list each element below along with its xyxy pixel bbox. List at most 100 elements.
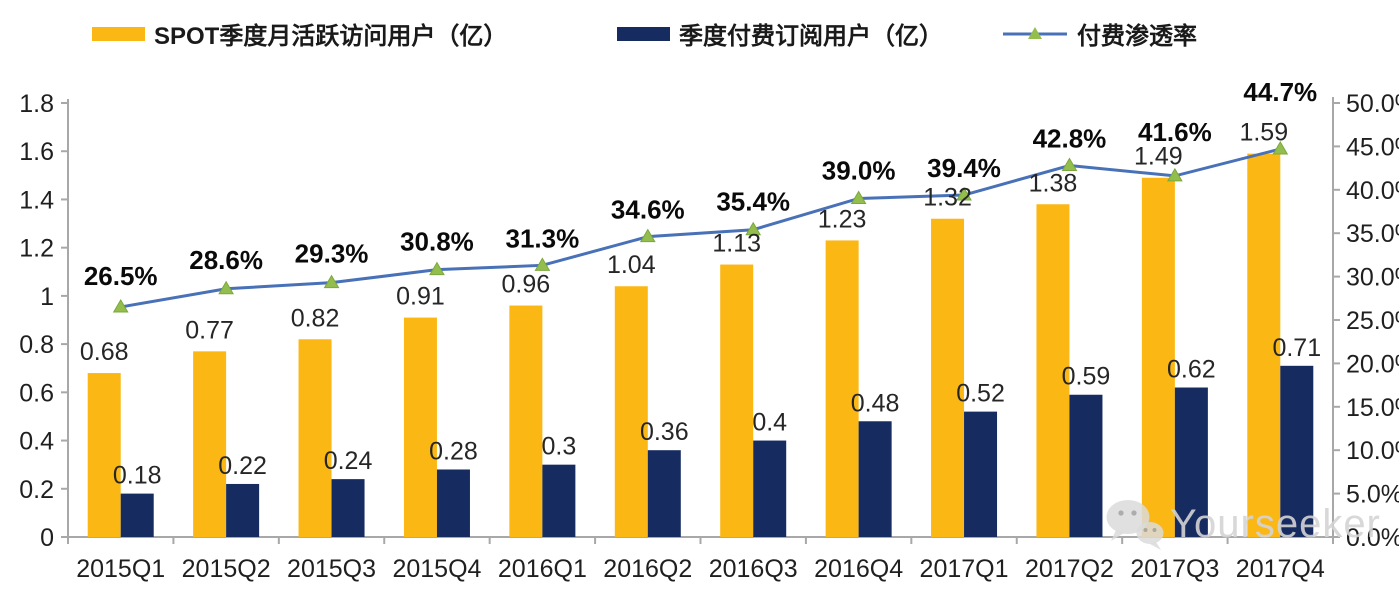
right-axis-tick-label: 0.0% xyxy=(1346,524,1399,552)
subscribers-bar-label: 0.36 xyxy=(640,418,689,446)
right-axis-tick-label: 50.0% xyxy=(1346,90,1399,118)
right-axis-tick-label: 20.0% xyxy=(1346,350,1399,378)
subscribers-bar xyxy=(858,421,892,537)
mau-bar xyxy=(1141,177,1175,537)
triangle-marker-icon xyxy=(1061,157,1078,171)
triangle-marker-icon xyxy=(850,190,867,204)
penetration-point-label: 30.8% xyxy=(400,227,474,257)
mau-bar xyxy=(509,305,543,537)
legend-label-subscribers: 季度付费订阅用户（亿） xyxy=(679,23,943,50)
subscribers-bar-swatch-icon xyxy=(617,26,670,41)
left-axis-tick-label: 1.6 xyxy=(19,138,54,166)
mau-bar-label: 1.49 xyxy=(1134,143,1183,171)
penetration-point-label: 31.3% xyxy=(506,223,580,253)
penetration-point-label: 44.7% xyxy=(1243,77,1317,107)
right-axis-tick-label: 15.0% xyxy=(1346,394,1399,422)
subscribers-bar-label: 0.28 xyxy=(429,437,478,465)
subscribers-bar xyxy=(964,411,998,537)
penetration-point-label: 28.6% xyxy=(189,245,263,275)
triangle-marker-icon xyxy=(323,274,340,289)
x-axis-category-label: 2016Q1 xyxy=(498,555,587,583)
subscribers-bar xyxy=(226,483,260,537)
subscribers-bar-label: 0.4 xyxy=(752,409,787,437)
left-axis-tick-label: 0.4 xyxy=(19,428,54,456)
mau-bar xyxy=(1247,153,1281,537)
subscribers-bar-label: 0.62 xyxy=(1167,356,1216,384)
triangle-marker-icon xyxy=(112,298,129,313)
penetration-point-label: 39.4% xyxy=(927,153,1001,183)
mau-bar-label: 1.32 xyxy=(923,184,972,212)
mau-bar-label: 0.68 xyxy=(80,338,129,366)
penetration-line xyxy=(120,147,1281,309)
mau-bar xyxy=(1036,204,1070,537)
mau-bar-label: 0.91 xyxy=(396,283,445,311)
right-axis-tick-label: 25.0% xyxy=(1346,307,1399,335)
mau-bar-label: 0.96 xyxy=(502,271,551,299)
triangle-marker-icon xyxy=(218,280,234,295)
subscribers-bar xyxy=(542,464,576,537)
legend-label-penetration: 付费渗透率 xyxy=(1077,23,1197,50)
line-marker-swatch-icon xyxy=(1002,25,1068,43)
mau-bar-label: 1.04 xyxy=(607,251,656,279)
subscribers-bar-label: 0.3 xyxy=(541,433,576,461)
subscribers-bar-label: 0.18 xyxy=(113,462,162,490)
left-axis-tick-label: 1 xyxy=(40,283,54,311)
subscribers-bar xyxy=(1280,365,1314,537)
subscribers-bar xyxy=(1069,394,1103,537)
penetration-point-label: 35.4% xyxy=(716,187,790,217)
triangle-marker-icon xyxy=(956,187,972,201)
subscribers-bar-label: 0.52 xyxy=(956,380,1005,408)
x-axis-category-label: 2017Q1 xyxy=(920,555,1009,583)
penetration-point-label: 26.5% xyxy=(84,261,158,291)
left-axis-tick-label: 1.4 xyxy=(19,186,54,214)
penetration-point-label: 42.8% xyxy=(1033,123,1107,153)
left-axis-tick-label: 0.8 xyxy=(19,331,54,359)
x-axis-category-label: 2015Q3 xyxy=(287,555,376,583)
mau-bar-label: 0.77 xyxy=(185,316,234,344)
triangle-marker-icon xyxy=(1167,167,1183,182)
right-axis-tick-label: 5.0% xyxy=(1346,481,1399,509)
mau-bar-label: 0.82 xyxy=(291,304,340,332)
left-axis-tick-label: 1.2 xyxy=(19,235,54,263)
mau-bar xyxy=(720,264,754,537)
x-axis-category-label: 2017Q4 xyxy=(1236,555,1325,583)
x-axis-category-label: 2016Q2 xyxy=(603,555,692,583)
subscribers-bar-label: 0.22 xyxy=(218,452,267,480)
right-axis-tick-label: 10.0% xyxy=(1346,437,1399,465)
subscribers-bar-label: 0.59 xyxy=(1062,363,1111,391)
mau-bar xyxy=(298,339,332,537)
subscribers-bar xyxy=(753,440,787,537)
triangle-marker-icon xyxy=(534,257,551,271)
right-axis-tick-label: 35.0% xyxy=(1346,220,1399,248)
subscribers-bar-label: 0.24 xyxy=(324,447,373,475)
penetration-point-label: 34.6% xyxy=(611,195,685,225)
right-axis-tick-label: 45.0% xyxy=(1346,133,1399,161)
subscribers-bar xyxy=(436,469,470,537)
legend-item-penetration: 付费渗透率 xyxy=(1002,16,1197,51)
mau-bar xyxy=(614,286,648,537)
x-axis-category-label: 2015Q4 xyxy=(392,555,481,583)
x-axis-category-label: 2016Q3 xyxy=(709,555,798,583)
x-axis-category-label: 2015Q1 xyxy=(76,555,165,583)
subscribers-bar-label: 0.48 xyxy=(851,389,900,417)
watermark: Yourseeker xyxy=(1104,496,1381,552)
mau-bar-swatch-icon xyxy=(92,26,145,41)
left-axis-tick-label: 0.2 xyxy=(19,476,54,504)
triangle-marker-icon xyxy=(639,228,656,243)
wechat-icon xyxy=(1104,496,1166,552)
right-axis-tick-label: 30.0% xyxy=(1346,264,1399,292)
subscribers-bar-label: 0.71 xyxy=(1272,334,1321,362)
watermark-text: Yourseeker xyxy=(1170,501,1381,546)
triangle-marker-icon xyxy=(745,221,762,236)
legend-item-mau: SPOT季度月活跃访问用户（亿） xyxy=(92,16,507,51)
penetration-point-label: 29.3% xyxy=(295,239,369,269)
x-axis-category-label: 2017Q2 xyxy=(1025,555,1114,583)
triangle-marker-icon xyxy=(429,261,445,276)
subscribers-bar xyxy=(331,479,365,537)
x-axis-category-label: 2016Q4 xyxy=(814,555,903,583)
x-axis-category-label: 2017Q3 xyxy=(1130,555,1219,583)
mau-bar-label: 1.23 xyxy=(818,205,867,233)
left-axis-tick-label: 0.6 xyxy=(19,379,54,407)
x-axis-category-label: 2015Q2 xyxy=(182,555,271,583)
